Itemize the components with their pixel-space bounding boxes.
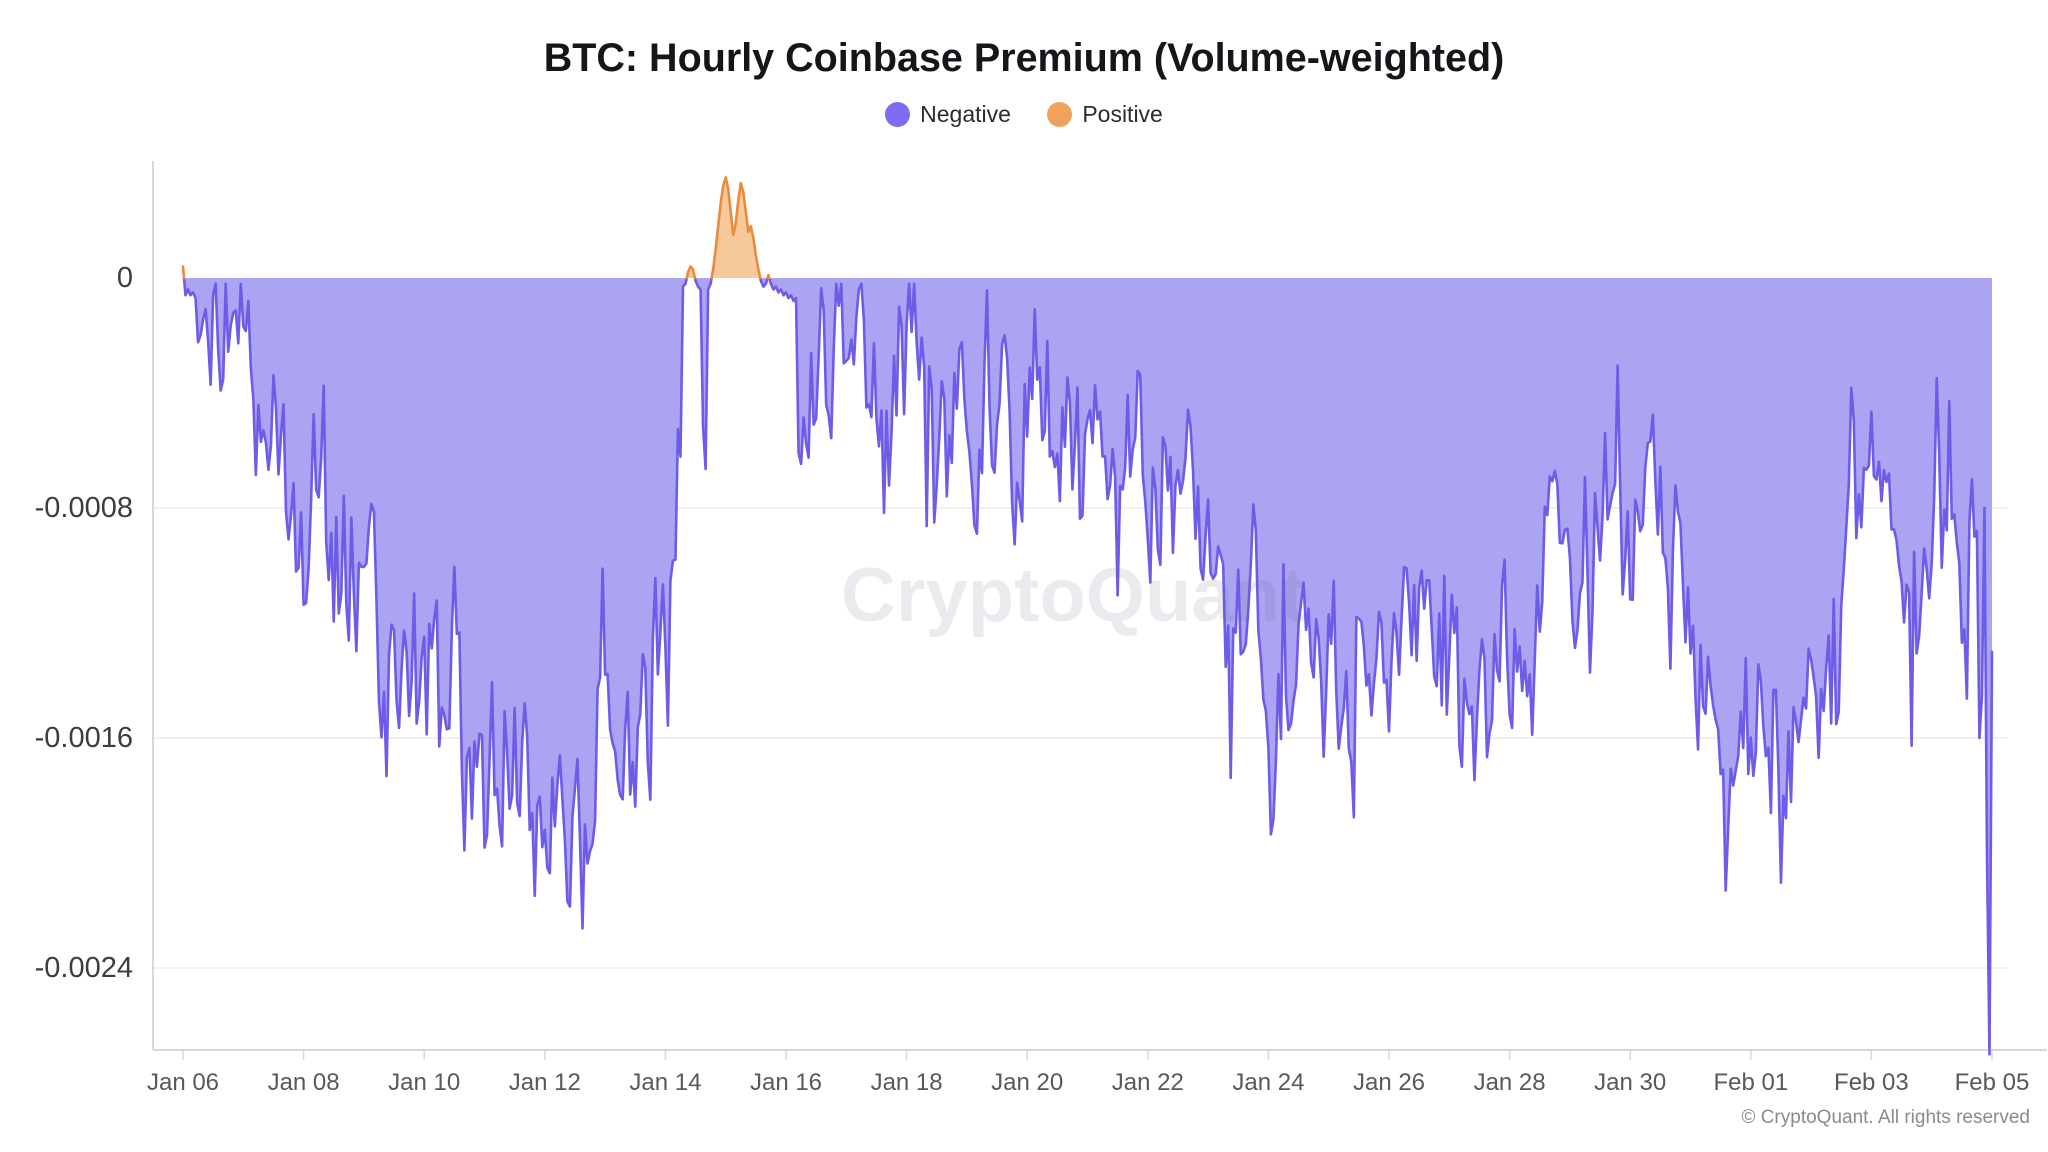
svg-text:Jan 22: Jan 22 <box>1112 1069 1184 1096</box>
svg-text:Jan 30: Jan 30 <box>1594 1069 1666 1096</box>
svg-text:-0.0024: -0.0024 <box>35 952 133 984</box>
svg-text:Jan 18: Jan 18 <box>871 1069 943 1096</box>
svg-text:Jan 10: Jan 10 <box>388 1069 460 1096</box>
svg-text:Jan 14: Jan 14 <box>629 1069 701 1096</box>
svg-text:Feb 01: Feb 01 <box>1713 1069 1788 1096</box>
svg-text:-0.0008: -0.0008 <box>35 492 133 524</box>
svg-text:0: 0 <box>117 262 133 294</box>
svg-text:Jan 28: Jan 28 <box>1474 1069 1546 1096</box>
svg-text:Jan 26: Jan 26 <box>1353 1069 1425 1096</box>
svg-text:Jan 20: Jan 20 <box>991 1069 1063 1096</box>
svg-text:Feb 05: Feb 05 <box>1955 1069 2030 1096</box>
svg-text:-0.0016: -0.0016 <box>35 722 133 754</box>
svg-text:Jan 12: Jan 12 <box>509 1069 581 1096</box>
svg-text:Feb 03: Feb 03 <box>1834 1069 1909 1096</box>
svg-text:Jan 16: Jan 16 <box>750 1069 822 1096</box>
svg-text:Jan 06: Jan 06 <box>147 1069 219 1096</box>
svg-text:Jan 24: Jan 24 <box>1232 1069 1304 1096</box>
svg-text:Jan 08: Jan 08 <box>268 1069 340 1096</box>
